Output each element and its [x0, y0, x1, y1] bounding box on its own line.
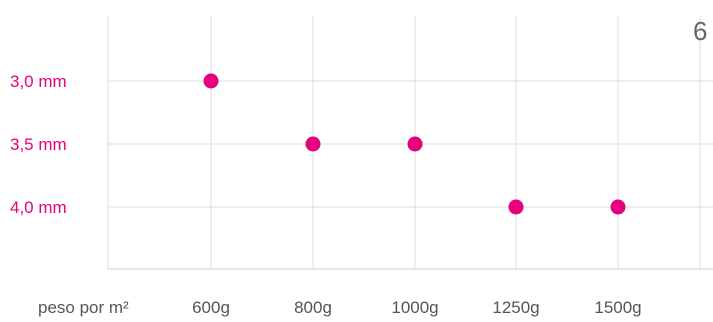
- corner-glyph: 6: [693, 16, 707, 46]
- x-tick-labels: 600g 800g 1000g 1250g 1500g: [192, 298, 642, 317]
- data-point: [203, 73, 219, 89]
- x-tick-label: 800g: [294, 298, 332, 317]
- y-tick-label: 3,5 mm: [10, 135, 67, 154]
- data-point: [305, 136, 321, 152]
- x-tick-label: 600g: [192, 298, 230, 317]
- data-points: [203, 73, 626, 215]
- x-tick-label: 1000g: [391, 298, 438, 317]
- y-tick-label: 3,0 mm: [10, 72, 67, 91]
- data-point: [407, 136, 423, 152]
- data-point: [508, 199, 524, 215]
- y-tick-labels: 3,0 mm 3,5 mm 4,0 mm: [10, 72, 67, 217]
- y-tick-label: 4,0 mm: [10, 198, 67, 217]
- x-tick-label: 1250g: [492, 298, 539, 317]
- x-tick-label: 1500g: [594, 298, 641, 317]
- data-point: [610, 199, 626, 215]
- x-axis-label: peso por m²: [38, 298, 129, 317]
